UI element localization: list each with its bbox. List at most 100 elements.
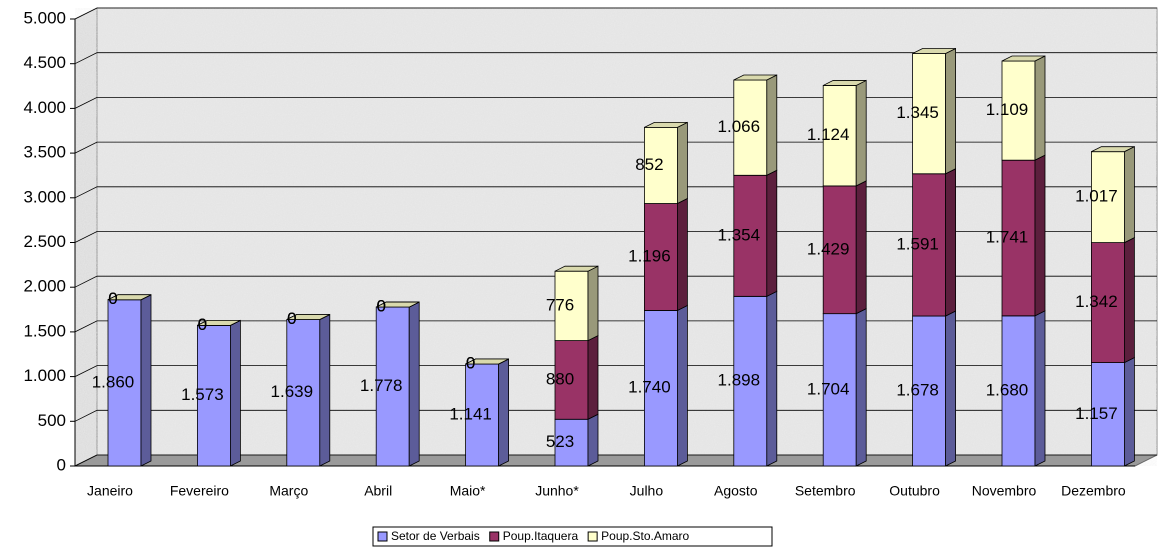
bar-front <box>733 174 768 297</box>
bar-side <box>945 168 956 317</box>
value-label: 0 <box>108 289 117 308</box>
x-tick-label: Dezembro <box>1061 483 1126 499</box>
bar-side <box>1034 154 1046 317</box>
value-label: 1.141 <box>449 404 492 423</box>
value-label: 0 <box>376 297 385 316</box>
bar-side <box>229 319 241 467</box>
grid-line <box>74 365 1157 377</box>
bar-top <box>554 265 599 272</box>
legend: Setor de Verbais Poup.Itaquera Poup.Sto.Am… <box>372 526 773 547</box>
x-tick-label: Janeiro <box>87 483 133 499</box>
bar-top <box>912 48 956 54</box>
value-label: 1.573 <box>181 385 224 404</box>
value-label: 0 <box>287 309 296 328</box>
bar-side <box>1034 310 1046 467</box>
legend-label: Setor de Verbais <box>391 529 480 543</box>
bar-side <box>766 290 778 467</box>
y-tick-label: 0 <box>57 455 66 474</box>
value-label: 1.157 <box>1075 404 1118 423</box>
bar-top <box>107 294 152 301</box>
bar-top <box>1091 146 1135 153</box>
value-label: 1.741 <box>986 227 1029 246</box>
bar-front <box>912 173 946 317</box>
bar-side <box>1034 55 1046 161</box>
x-tick-label: Agosto <box>714 483 758 499</box>
legend-label: Poup.Itaquera <box>503 529 579 543</box>
grid-line <box>74 186 1157 199</box>
value-label: 1.109 <box>986 100 1029 119</box>
value-label: 1.429 <box>807 239 850 258</box>
x-tick-label: Abril <box>364 483 392 499</box>
bar-front <box>1001 315 1036 467</box>
x-tick-label: Março <box>269 483 308 499</box>
grid-line <box>74 141 1157 154</box>
bar-side <box>140 294 152 467</box>
value-label: 0 <box>287 309 296 328</box>
bar-side <box>587 413 599 467</box>
grid-line <box>74 275 1157 288</box>
value-label: 523 <box>546 432 574 451</box>
bar-side <box>677 121 688 205</box>
bar-side <box>677 304 688 467</box>
bar-top <box>1001 55 1046 62</box>
bar-top <box>644 121 688 128</box>
value-label: 0 <box>198 315 207 334</box>
bar-front <box>107 299 142 467</box>
y-tick-label: 4.000 <box>23 98 66 117</box>
y-tick-label: 500 <box>38 411 66 430</box>
bar-top <box>286 314 330 320</box>
value-label: 1.196 <box>628 246 671 265</box>
legend-swatch <box>377 531 388 542</box>
x-tick-label: Novembro <box>972 483 1037 499</box>
grid-line <box>74 7 1157 20</box>
value-label: 776 <box>546 295 574 314</box>
bar-side <box>498 358 510 467</box>
value-label: 1.124 <box>807 125 850 144</box>
bar-top <box>376 301 420 308</box>
y-tick-label: 1.000 <box>23 366 66 385</box>
value-label: 0 <box>466 353 475 372</box>
y-tick-label: 2.000 <box>23 277 66 296</box>
bar-side <box>766 169 778 297</box>
bar-side <box>677 197 688 312</box>
bar-front <box>1091 362 1125 467</box>
bar-front <box>375 306 410 467</box>
value-label: 1.345 <box>896 103 939 122</box>
x-tick-label: Julho <box>630 483 664 499</box>
y-tick-label: 3.500 <box>23 143 66 162</box>
y-tick-label: 1.500 <box>23 321 66 340</box>
bar-front <box>554 340 589 420</box>
grid-line <box>74 52 1157 65</box>
y-tick-label: 2.500 <box>23 232 66 251</box>
bar-side <box>945 47 956 175</box>
value-label: 1.860 <box>92 372 135 391</box>
value-label: 1.354 <box>718 225 761 244</box>
bar-top <box>465 358 509 365</box>
bar-front <box>822 185 857 315</box>
grid-line <box>74 320 1157 333</box>
legend-label: Poup.Sto.Amaro <box>601 529 689 543</box>
bar-front <box>554 418 589 467</box>
value-label: 1.017 <box>1075 187 1118 206</box>
bar-front <box>822 85 857 187</box>
value-label: 1.639 <box>271 382 314 401</box>
y-tick-label: 4.500 <box>23 53 66 72</box>
value-label: 1.678 <box>896 380 939 399</box>
value-label: 1.778 <box>360 376 403 395</box>
grid-line <box>74 231 1157 243</box>
y-tick-label: 5.000 <box>23 8 66 27</box>
value-label: 0 <box>376 297 385 316</box>
value-label: 852 <box>635 155 663 174</box>
bar-front <box>644 203 678 311</box>
bar-top <box>197 319 241 326</box>
x-tick-label: Maio* <box>450 483 486 499</box>
bar-side <box>408 301 420 467</box>
legend-swatch <box>489 531 500 542</box>
bar-side <box>587 334 599 420</box>
x-tick-label: Outubro <box>889 483 940 499</box>
bar-side <box>855 308 867 467</box>
bar-side <box>945 310 956 467</box>
x-tick-label: Fevereiro <box>170 483 229 499</box>
value-label: 0 <box>108 289 117 308</box>
